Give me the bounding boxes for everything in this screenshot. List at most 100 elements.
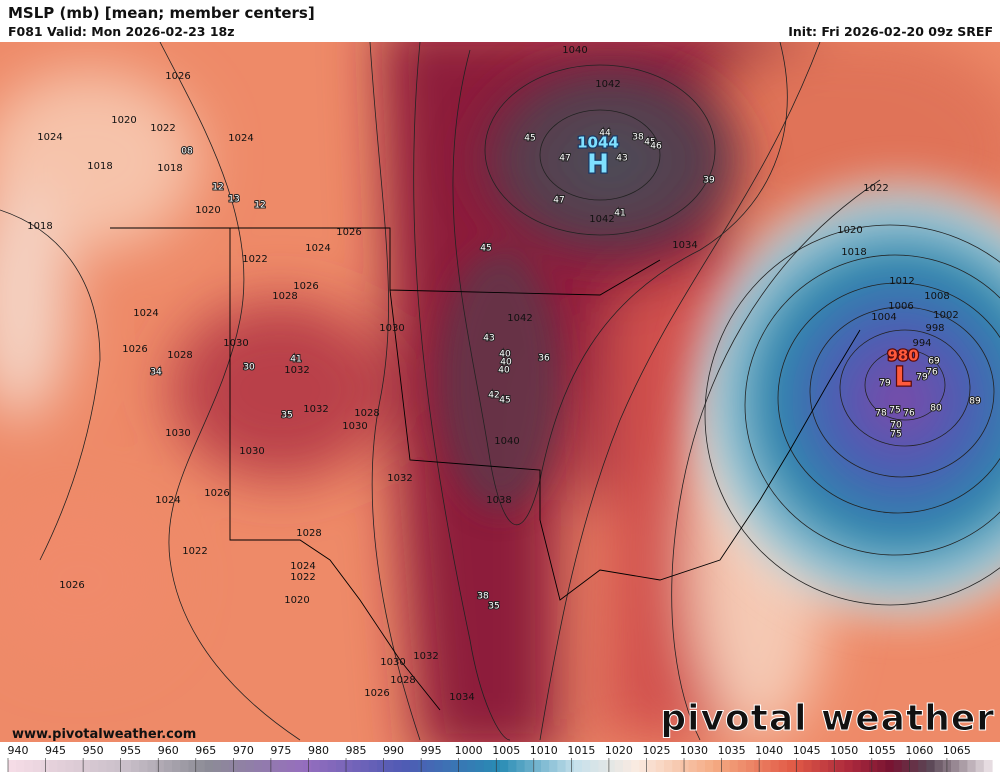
isobar-label: 1022 xyxy=(863,183,888,194)
member-center: 45 xyxy=(480,244,491,254)
colorbar-swatch xyxy=(967,760,977,772)
member-center: 39 xyxy=(703,176,715,186)
colorbar-tick-label: 1035 xyxy=(718,744,746,757)
colorbar-tick-label: 1015 xyxy=(567,744,595,757)
field-blob xyxy=(170,300,390,480)
colorbar-swatch xyxy=(770,760,780,772)
labels: 1040 1042 1026 1024 1020 1022 1018 1018 1024 1020… xyxy=(27,45,982,703)
colorbar-swatch xyxy=(434,760,444,772)
isobar-label: 1024 xyxy=(305,243,330,254)
colorbar-tick-label: 980 xyxy=(308,744,329,757)
colorbar-swatch xyxy=(959,760,968,772)
colorbar-swatch xyxy=(664,760,673,772)
colorbar-swatch xyxy=(696,760,706,772)
isobar xyxy=(484,64,716,236)
colorbar-swatch xyxy=(893,760,903,772)
center-value: 1044 xyxy=(577,134,619,152)
colorbar-swatch xyxy=(803,760,813,772)
colorbar-tick-label: 1065 xyxy=(943,744,971,757)
colorbar-tick-label: 960 xyxy=(158,744,179,757)
colorbar-swatch xyxy=(852,760,862,772)
colorbar-swatch xyxy=(713,760,722,772)
colorbar-swatch xyxy=(40,760,50,772)
isobar-label: 1026 xyxy=(204,488,229,499)
colorbar-swatch xyxy=(573,760,583,772)
boundaries xyxy=(110,227,861,711)
isobar-label: 1028 xyxy=(296,528,321,539)
colorbar-swatch xyxy=(508,760,517,772)
colorbar-swatch xyxy=(762,760,772,772)
member-center: 42 xyxy=(488,391,499,401)
colorbar-tick-label: 945 xyxy=(45,744,66,757)
isobar-label: 1024 xyxy=(228,133,253,144)
isobar-label: 1038 xyxy=(486,495,511,506)
isobar-label: 1020 xyxy=(195,205,220,216)
member-center: 12 xyxy=(212,183,223,193)
colorbar-swatch xyxy=(122,760,132,772)
colorbar-swatch xyxy=(721,760,731,772)
isobar xyxy=(539,109,661,201)
isobar-label: 1004 xyxy=(871,312,896,323)
centers-field xyxy=(440,42,1000,640)
colorbar-swatch xyxy=(393,760,403,772)
colorbar-swatch xyxy=(647,760,657,772)
colorbar-swatch xyxy=(467,760,476,772)
isobar-label: 1008 xyxy=(924,291,949,302)
colorbar-swatch xyxy=(221,760,230,772)
member-center: 08 xyxy=(181,147,193,157)
isobar-label: 1026 xyxy=(59,580,84,591)
member-center: 38 xyxy=(477,592,489,602)
isobar xyxy=(809,306,995,478)
colorbar-tick-label: 1055 xyxy=(868,744,896,757)
colorbar-swatch xyxy=(360,760,370,772)
isobar-label: 1026 xyxy=(122,344,147,355)
colorbar-swatch xyxy=(549,760,558,772)
colorbar-swatch xyxy=(483,760,493,772)
colorbar-swatch xyxy=(787,760,796,772)
colorbar-tick-label: 1000 xyxy=(455,744,483,757)
colorbar-swatch xyxy=(910,760,919,772)
isobar-label: 1032 xyxy=(387,473,412,484)
colorbar-tick-label: 1010 xyxy=(530,744,558,757)
colorbar-swatch xyxy=(975,760,985,772)
colorbar-tick-label: 1025 xyxy=(642,744,670,757)
colorbar-swatch xyxy=(229,760,239,772)
colorbar-swatch xyxy=(639,760,649,772)
colorbar-swatch xyxy=(196,760,206,772)
isobar-label: 1020 xyxy=(837,225,862,236)
member-center: 43 xyxy=(616,154,627,164)
colorbar-tick-label: 1060 xyxy=(905,744,933,757)
isobar-label: 1030 xyxy=(223,338,248,349)
member-center: 12 xyxy=(254,201,265,211)
isobar-label: 1042 xyxy=(589,214,614,225)
member-center: 13 xyxy=(228,195,239,205)
colorbar-tick-label: 1030 xyxy=(680,744,708,757)
colorbar-swatch xyxy=(524,760,534,772)
colorbar-swatch xyxy=(32,760,42,772)
member-center: 79 xyxy=(916,373,928,383)
colorbar-swatch xyxy=(746,760,755,772)
member-center: 38 xyxy=(632,133,644,143)
colorbar-tick-label: 970 xyxy=(233,744,254,757)
low-field xyxy=(670,160,1000,640)
colorbar-swatch xyxy=(729,760,739,772)
high-field xyxy=(450,42,770,280)
member-center: 43 xyxy=(483,334,494,344)
colorbar-swatch xyxy=(836,760,845,772)
colorbar-swatch xyxy=(901,760,911,772)
colorbar-swatch xyxy=(778,760,788,772)
isobar-label: 1032 xyxy=(284,365,309,376)
colorbar-swatch xyxy=(557,760,567,772)
colorbar-swatch xyxy=(163,760,173,772)
colorbar-swatch xyxy=(565,760,575,772)
colorbar-swatch xyxy=(155,760,165,772)
colorbar-swatch xyxy=(459,760,468,772)
high-field xyxy=(440,250,560,510)
colorbar-swatch xyxy=(270,760,280,772)
isobar-label: 1032 xyxy=(413,651,438,662)
colorbar-tick-label: 955 xyxy=(120,744,141,757)
member-center: 46 xyxy=(650,142,662,152)
isobar xyxy=(704,224,1000,606)
colorbar-tick-label: 985 xyxy=(346,744,367,757)
colorbar-tick-label: 1050 xyxy=(830,744,858,757)
